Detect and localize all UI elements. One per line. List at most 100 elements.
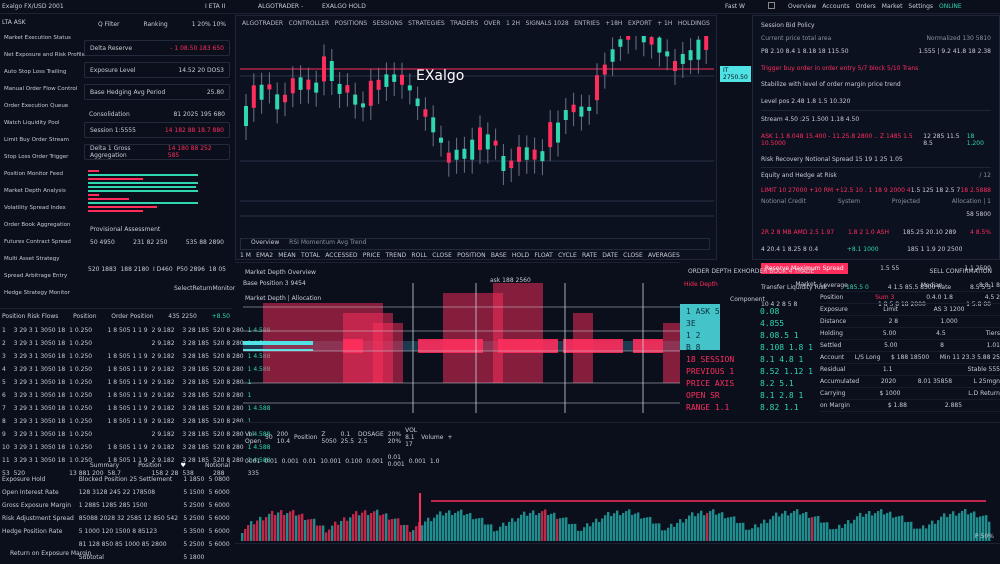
edit-icon[interactable]: / 12 [979,172,991,179]
header-tab-2[interactable]: EXALGO HOLD [322,3,366,10]
summary-row[interactable]: 81 128 850 85 1000 85 2800 5 2500 5 6000 [78,541,230,548]
grid-icon[interactable] [768,2,775,9]
ask-entry[interactable]: 0.08 [760,307,780,316]
menu-accounts[interactable]: Accounts [822,3,850,10]
metric-card: Base Hedging Avg Period 25.80 [84,84,230,100]
market-toggle[interactable]: Market [795,281,816,288]
filter-control[interactable]: Q Filter [98,21,120,28]
ask-entry[interactable]: 4.855 [760,319,785,328]
bid-entry[interactable]: 1 2 [686,331,701,340]
session-row[interactable]: 4 20.4 1 8.25 8 0.4 +8.1 1000 185 1 1.9 20… [761,246,963,253]
range-control[interactable]: 1 20% 10% [191,21,226,28]
chart-tab[interactable]: EXPORT [627,20,652,27]
chart-tab[interactable]: TRADERS [450,20,479,27]
bid-entry[interactable]: 18 SESSION [686,355,735,364]
ask-entry[interactable]: 8.1 4.8 1 [760,355,804,364]
session-row[interactable]: Reserve Maximum Spread 1.5 55 1.1 2500 [761,258,991,279]
menu-market[interactable]: Market [881,3,903,10]
ranking-control[interactable]: Ranking [143,21,168,28]
header-tab-1[interactable]: ALGOTRADER - [258,3,304,10]
chart-tabs: ALGOTRADER CONTROLLER POSITIONS SESSIONS STR… [236,16,716,31]
ask-entry[interactable]: 8.08.5 1 [760,331,799,340]
summary-row[interactable]: Gross Exposure Margin 1 2885 1285 285 150… [2,502,230,509]
sidebar-item[interactable]: Volatility Spread Index [4,205,66,211]
sidebar-item[interactable]: Spread Arbitrage Entry [4,273,68,279]
bids-column: 1 ASK 5 3E 1 2 B 8 18 SESSION PREVIOUS 1 PRICE… [686,306,734,414]
sidebar-item[interactable]: Stop Loss Order Trigger [4,154,69,160]
alert-text: Trigger buy order in order entry 5/7 blo… [761,65,919,72]
x-tick: HOLD [511,252,530,259]
bid-entry[interactable]: PRICE AXIS [686,379,735,388]
sidebar-item[interactable]: Watch Liquidity Pool [4,120,60,126]
ask-entry[interactable]: 8.1 2.8 1 [760,391,804,400]
bid-entry[interactable]: RANGE 1.1 [686,403,730,412]
summary-row[interactable]: Subtotal 5 1800 [78,554,205,561]
x-tick: ROLL [411,252,427,259]
menu-orders[interactable]: Orders [855,3,876,10]
ask-entry[interactable]: 8.52 1.12 1 [760,367,813,376]
menu-overview[interactable]: Overview [788,3,817,10]
sidebar-item[interactable]: Order Execution Queue [4,103,69,109]
summary-footer: Return on Exposure Margin [10,550,92,557]
sidebar-item[interactable]: Multi Asset Strategy [4,256,60,262]
menu-settings[interactable]: Settings [908,3,934,10]
chart-tab[interactable]: +18H [605,20,623,27]
candlestick-chart[interactable] [240,36,714,226]
summary-row[interactable]: Risk Adjustment Spread 85088 2028 32 2585… [2,515,230,522]
bid-entry[interactable]: 3E [686,319,696,328]
asks-column: 0.08 4.855 8.08.5 1 8.108 1.8 1 8.1 4.8 1 8.5… [760,306,813,414]
sidebar-item[interactable]: Manual Order Flow Control [4,86,78,92]
ask-entry[interactable]: 8.82 1.1 [760,403,799,412]
sidebar-item[interactable]: Net Exposure and Risk Profile [4,52,85,58]
depth-heatmap[interactable] [243,283,680,415]
ask-entry[interactable]: 8.108 1.8 1 [760,343,813,352]
summary-row[interactable]: Hedge Position Rate 5 1000 120 1500 8 851… [2,528,230,535]
sidebar-item[interactable]: Auto Stop Loss Trailing [4,69,67,75]
table-header: Position Risk Flows Position Order Posit… [2,313,230,320]
chart-tab[interactable]: + 1H [657,20,673,27]
volume-chart[interactable] [241,493,991,543]
bid-entry[interactable]: B 8 [686,343,701,352]
summary-row[interactable]: Exposure Hold Blocked Position 25 Settlem… [2,476,230,483]
ask-entry[interactable]: 8.2 5.1 [760,379,794,388]
sidebar-item[interactable]: Limit Buy Order Stream [4,137,69,143]
sidebar-item[interactable]: Market Execution Status [4,35,71,41]
sidebar-item[interactable]: Position Monitor Feed [4,171,63,177]
chart-tab[interactable]: 1 2H [506,20,521,27]
summary-row[interactable]: Open Interest Rate 128 3128 245 22 178508… [2,489,230,496]
bid-entry[interactable]: PREVIOUS 1 [686,367,735,376]
chart-tab[interactable]: POSITIONS [334,20,368,27]
sidebar-item[interactable]: Order Book Aggregation [4,222,71,228]
bid-entry[interactable]: OPEN SR [686,391,720,400]
heart-icon[interactable]: ♥ [180,462,186,469]
sidebar-item[interactable]: Futures Contract Spread [4,239,71,245]
bid-entry[interactable]: 1 ASK 5 [686,307,720,316]
chart-tab[interactable]: SESSIONS [372,20,403,27]
chart-tab[interactable]: STRATEGIES [408,20,445,27]
hide-depth-toggle[interactable]: Hide Depth [684,281,718,288]
detail-row: Distance 2 8 1.000 [820,316,1000,328]
chart-tab[interactable]: HOLDINGS [677,20,710,27]
chart-tab[interactable]: SIGNALS 1028 [525,20,569,27]
session-row[interactable]: 2R 2 8 MB AMD 2.5 1.97 1.8 2 1.0 ASH 185.2… [761,229,991,236]
chart-tab[interactable]: ALGOTRADER [242,20,284,27]
metric-card: Consolidation 81 2025 195 680 [89,110,225,118]
sidebar-item[interactable]: Hedge Strategy Monitor [4,290,70,296]
chart-tab[interactable]: CONTROLLER [288,20,330,27]
chart-tab[interactable]: OVER [483,20,501,27]
chart-tab[interactable]: ENTRIES [574,20,600,27]
sidebar-item[interactable]: Market Depth Analysis [4,188,66,194]
